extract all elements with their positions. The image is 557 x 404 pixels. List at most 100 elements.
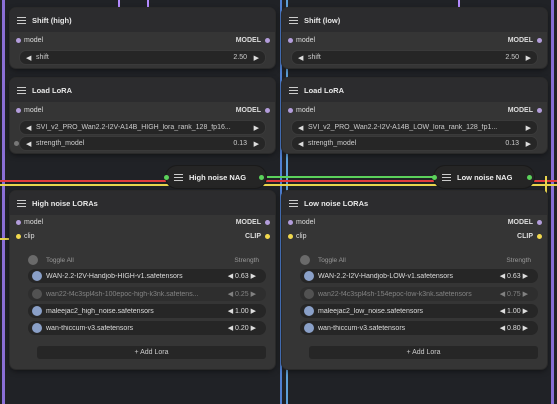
low-noise-nag-node[interactable]: Low noise NAG [432, 166, 534, 188]
model-output-dot[interactable] [537, 38, 542, 43]
lora-strength[interactable]: ◀ 0.80 ▶ [500, 324, 528, 332]
lora-name[interactable]: WAN-2.2-I2V-Handjob-HIGH-v1.safetensors [46, 272, 183, 280]
lora-name[interactable]: maleejac2_low_noise.safetensors [318, 307, 424, 315]
increment-arrow-icon[interactable]: ▶ [520, 273, 528, 280]
node-header[interactable]: Load LoRA [282, 78, 547, 102]
increment-arrow-icon[interactable]: ▶ [520, 308, 528, 315]
decrement-arrow-icon[interactable]: ◀ [298, 140, 304, 148]
lora-name[interactable]: wan22-f4c3spl4sh-100epoc-high-k3nk.safet… [46, 290, 199, 298]
shift-widget[interactable]: ◀ shift 2.50 ▶ [19, 50, 266, 65]
high-noise-loras-node[interactable]: High noise LORAs model MODEL clip CLIP Tog… [10, 191, 275, 369]
lora-toggle[interactable] [32, 306, 42, 316]
model-input-dot[interactable] [16, 108, 21, 113]
lora-strength[interactable]: ◀ 0.20 ▶ [228, 324, 256, 332]
decrement-arrow-icon[interactable]: ◀ [499, 325, 508, 332]
decrement-arrow-icon[interactable]: ◀ [499, 308, 508, 315]
decrement-arrow-icon[interactable]: ◀ [298, 54, 304, 62]
lora-item[interactable]: WAN-2.2-I2V-Handjob-LOW-v1.safetensors ◀ … [300, 269, 538, 283]
model-output-dot[interactable] [265, 220, 270, 225]
model-output-dot[interactable] [265, 38, 270, 43]
increment-arrow-icon[interactable]: ▶ [248, 273, 256, 280]
high-noise-nag-node[interactable]: High noise NAG [164, 166, 266, 188]
model-output-dot[interactable] [537, 220, 542, 225]
shift-widget[interactable]: ◀ shift 2.50 ▶ [291, 50, 538, 65]
lora-name[interactable]: maleejac2_high_noise.safetensors [46, 307, 154, 315]
node-header[interactable]: Shift (low) [282, 8, 547, 32]
lora-item[interactable]: maleejac2_low_noise.safetensors ◀ 1.00 ▶ [300, 304, 538, 318]
lora-strength[interactable]: ◀ 0.25 ▶ [228, 290, 256, 298]
strength-model-widget[interactable]: ◀ strength_model 0.13 ▶ [14, 136, 266, 151]
increment-arrow-icon[interactable]: ▶ [248, 308, 256, 315]
increment-arrow-icon[interactable]: ▶ [520, 291, 528, 298]
lora-strength[interactable]: ◀ 0.63 ▶ [228, 272, 256, 280]
clip-input-dot[interactable] [288, 233, 293, 239]
lora-toggle[interactable] [32, 323, 42, 333]
nag-input-dot[interactable] [164, 174, 169, 180]
lora-item[interactable]: wan22-f4c3spl4sh-154epoc-low-k3nk.safete… [300, 287, 538, 301]
next-arrow-icon[interactable]: ▶ [525, 124, 531, 132]
shift-high-node[interactable]: Shift (high) model MODEL ◀ shift 2.50 ▶ [10, 8, 275, 68]
widget-input-dot[interactable] [14, 141, 19, 146]
menu-icon[interactable] [289, 86, 298, 94]
toggle-all-switch[interactable] [300, 255, 310, 265]
lora-strength[interactable]: ◀ 1.00 ▶ [228, 307, 256, 315]
lora-item[interactable]: maleejac2_high_noise.safetensors ◀ 1.00 ▶ [28, 304, 266, 318]
increment-arrow-icon[interactable]: ▶ [253, 54, 259, 62]
model-input-dot[interactable] [288, 38, 293, 43]
load-lora-high-node[interactable]: Load LoRA model MODEL ◀ SVI_v2_PRO_Wan2.2-… [10, 78, 275, 153]
lora-name[interactable]: WAN-2.2-I2V-Handjob-LOW-v1.safetensors [318, 272, 453, 280]
lora-item[interactable]: wan-thiccum-v3.safetensors ◀ 0.20 ▶ [28, 321, 266, 335]
nag-output-dot[interactable] [527, 174, 532, 180]
model-input-dot[interactable] [16, 220, 21, 225]
menu-icon[interactable] [174, 173, 183, 181]
decrement-arrow-icon[interactable]: ◀ [26, 54, 32, 62]
lora-toggle[interactable] [304, 271, 314, 281]
lora-strength[interactable]: ◀ 1.00 ▶ [500, 307, 528, 315]
increment-arrow-icon[interactable]: ▶ [248, 291, 256, 298]
model-output-dot[interactable] [537, 108, 542, 113]
strength-model-widget[interactable]: ◀ strength_model 0.13 ▶ [291, 136, 538, 151]
lora-file-select[interactable]: ◀ SVI_v2_PRO_Wan2.2-I2V-A14B_LOW_lora_ran… [291, 120, 538, 135]
lora-name[interactable]: wan-thiccum-v3.safetensors [318, 324, 406, 332]
decrement-arrow-icon[interactable]: ◀ [227, 273, 236, 280]
model-output-dot[interactable] [265, 108, 270, 113]
shift-low-node[interactable]: Shift (low) model MODEL ◀ shift 2.50 ▶ [282, 8, 547, 68]
increment-arrow-icon[interactable]: ▶ [253, 140, 259, 148]
toggle-all-label[interactable]: Toggle All [318, 256, 346, 264]
clip-output-dot[interactable] [265, 233, 270, 239]
toggle-all-label[interactable]: Toggle All [46, 256, 74, 264]
menu-icon[interactable] [17, 199, 26, 207]
lora-toggle[interactable] [32, 289, 42, 299]
node-header[interactable]: Low noise LORAs [282, 191, 547, 215]
lora-toggle[interactable] [304, 306, 314, 316]
decrement-arrow-icon[interactable]: ◀ [26, 140, 32, 148]
load-lora-low-node[interactable]: Load LoRA model MODEL ◀ SVI_v2_PRO_Wan2.2-… [282, 78, 547, 153]
nag-input-dot[interactable] [432, 174, 437, 180]
add-lora-button[interactable]: + Add Lora [37, 346, 266, 359]
model-input-dot[interactable] [16, 38, 21, 43]
toggle-all-switch[interactable] [28, 255, 38, 265]
menu-icon[interactable] [442, 173, 451, 181]
lora-item[interactable]: wan22-f4c3spl4sh-100epoc-high-k3nk.safet… [28, 287, 266, 301]
menu-icon[interactable] [289, 199, 298, 207]
add-lora-button[interactable]: + Add Lora [309, 346, 538, 359]
menu-icon[interactable] [17, 16, 26, 24]
decrement-arrow-icon[interactable]: ◀ [499, 273, 508, 280]
lora-name[interactable]: wan22-f4c3spl4sh-154epoc-low-k3nk.safete… [318, 290, 472, 298]
lora-strength[interactable]: ◀ 0.75 ▶ [500, 290, 528, 298]
increment-arrow-icon[interactable]: ▶ [248, 325, 256, 332]
decrement-arrow-icon[interactable]: ◀ [227, 325, 236, 332]
increment-arrow-icon[interactable]: ▶ [520, 325, 528, 332]
node-header[interactable]: High noise LORAs [10, 191, 275, 215]
lora-file-select[interactable]: ◀ SVI_v2_PRO_Wan2.2-I2V-A14B_HIGH_lora_ra… [19, 120, 266, 135]
lora-item[interactable]: WAN-2.2-I2V-Handjob-HIGH-v1.safetensors ◀… [28, 269, 266, 283]
decrement-arrow-icon[interactable]: ◀ [227, 308, 236, 315]
next-arrow-icon[interactable]: ▶ [253, 124, 259, 132]
node-header[interactable]: Load LoRA [10, 78, 275, 102]
prev-arrow-icon[interactable]: ◀ [298, 124, 304, 132]
clip-output-dot[interactable] [537, 233, 542, 239]
menu-icon[interactable] [289, 16, 298, 24]
nag-output-dot[interactable] [259, 174, 264, 180]
node-header[interactable]: Shift (high) [10, 8, 275, 32]
